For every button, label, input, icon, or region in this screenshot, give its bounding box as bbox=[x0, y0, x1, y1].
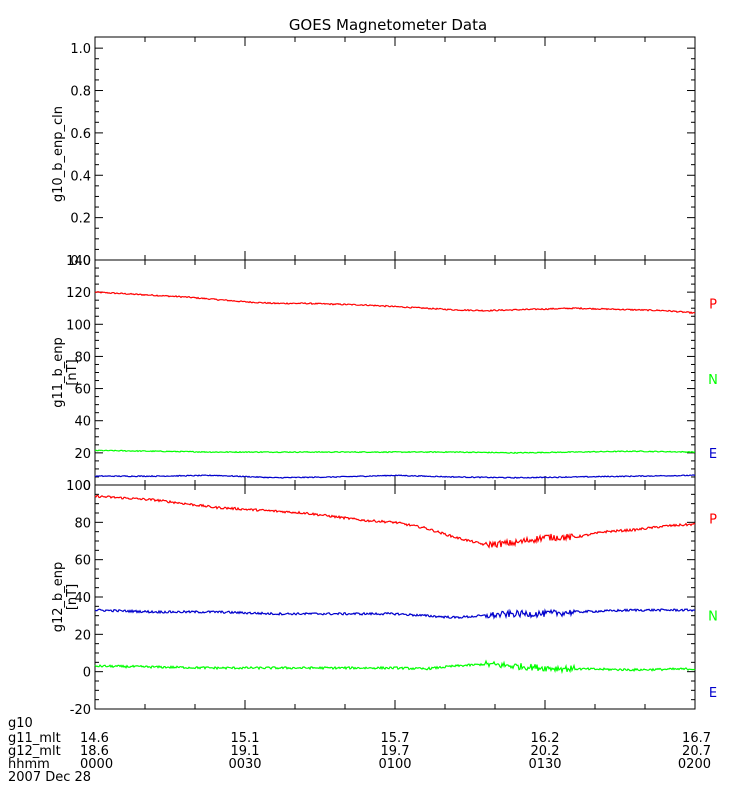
xtick-label-hhmm-0: 0000 bbox=[80, 757, 113, 772]
ytick-label-2-4: 60 bbox=[74, 554, 91, 569]
ytick-label-0-2: 0.4 bbox=[70, 169, 91, 184]
ytick-label-1-7: 140 bbox=[66, 254, 91, 269]
xtick-label-hhmm-4: 0200 bbox=[678, 757, 711, 772]
xtick-label-g11_mlt-3: 16.2 bbox=[531, 731, 560, 746]
xtick-label-hhmm-2: 0100 bbox=[378, 757, 411, 772]
xtick-label-g11_mlt-2: 15.7 bbox=[381, 731, 410, 746]
xtick-label-hhmm-3: 0130 bbox=[528, 757, 561, 772]
panel-frame-2 bbox=[94, 484, 696, 710]
xtick-label-hhmm-1: 0030 bbox=[228, 757, 261, 772]
legend-label-2-E: E bbox=[709, 686, 717, 701]
legend-label-2-N: N bbox=[708, 610, 718, 625]
xtick-label-g12_mlt-3: 20.2 bbox=[531, 744, 560, 759]
ytick-label-2-0: -20 bbox=[70, 703, 91, 718]
series-line-2-E bbox=[94, 608, 695, 620]
ytick-label-1-6: 120 bbox=[66, 286, 91, 301]
xtick-label-g12_mlt-2: 19.7 bbox=[381, 744, 410, 759]
xtick-label-g11_mlt-0: 14.6 bbox=[80, 731, 109, 746]
xtick-label-g11_mlt-1: 15.1 bbox=[231, 731, 260, 746]
ytick-label-0-5: 1.0 bbox=[70, 42, 91, 57]
xtick-label-g12_mlt-4: 20.7 bbox=[682, 744, 711, 759]
xrow-label-g10: g10 bbox=[8, 716, 33, 731]
date-label: 2007 Dec 28 bbox=[8, 770, 91, 785]
series-line-1-P bbox=[94, 291, 696, 315]
ytick-label-0-1: 0.2 bbox=[70, 212, 91, 227]
ytick-label-2-3: 40 bbox=[74, 591, 91, 606]
ytick-label-2-2: 20 bbox=[74, 628, 91, 643]
series-line-2-P bbox=[94, 494, 696, 549]
xrow-label-g11_mlt: g11_mlt bbox=[8, 731, 61, 746]
xrow-label-g12_mlt: g12_mlt bbox=[8, 744, 61, 759]
ytick-label-1-1: 20 bbox=[74, 447, 91, 462]
ytick-label-2-6: 100 bbox=[66, 479, 91, 494]
yunit-2: [nT] bbox=[65, 584, 80, 610]
ylabel-2: g12_b_enp bbox=[51, 562, 66, 633]
ytick-label-2-5: 80 bbox=[74, 516, 91, 531]
ytick-label-1-2: 40 bbox=[74, 415, 91, 430]
legend-label-2-P: P bbox=[709, 513, 717, 528]
legend-label-1-N: N bbox=[708, 373, 718, 388]
series-line-2-N bbox=[94, 659, 696, 675]
series-line-1-E bbox=[94, 474, 696, 479]
ytick-label-1-0: 0 bbox=[83, 479, 91, 494]
ylabel-1: g11_b_enp bbox=[51, 337, 66, 408]
chart-title: GOES Magnetometer Data bbox=[289, 16, 487, 34]
xtick-label-g12_mlt-0: 18.6 bbox=[80, 744, 109, 759]
xtick-label-g12_mlt-1: 19.1 bbox=[231, 744, 260, 759]
ytick-label-0-4: 0.8 bbox=[70, 85, 91, 100]
ytick-label-1-3: 60 bbox=[74, 383, 91, 398]
panel-frame-0 bbox=[94, 36, 696, 261]
legend-label-1-P: P bbox=[709, 297, 717, 312]
ytick-label-2-1: 0 bbox=[83, 666, 91, 681]
ylabel-0: g10_b_enp_cln bbox=[51, 106, 66, 202]
legend-label-1-E: E bbox=[709, 447, 717, 462]
yunit-1: [nT] bbox=[65, 359, 80, 385]
ytick-label-0-3: 0.6 bbox=[70, 127, 91, 142]
xrow-label-hhmm: hhmm bbox=[8, 757, 50, 772]
xtick-label-g11_mlt-4: 16.7 bbox=[682, 731, 711, 746]
series-line-1-N bbox=[94, 449, 695, 454]
ytick-label-1-4: 80 bbox=[74, 350, 91, 365]
ytick-label-1-5: 100 bbox=[66, 318, 91, 333]
ytick-label-0-0: 0.0 bbox=[70, 254, 91, 269]
